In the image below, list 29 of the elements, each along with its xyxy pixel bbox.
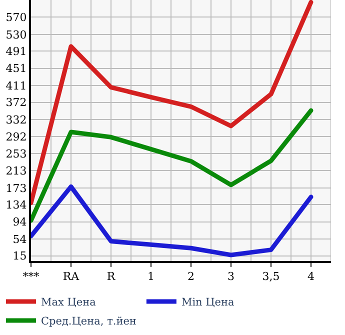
y-tick-label: 173 [6, 182, 27, 195]
y-tick-label: 491 [6, 45, 27, 58]
legend-label: Max Цена [41, 296, 96, 309]
y-tick-label: 451 [6, 62, 27, 76]
line-series [31, 0, 314, 206]
x-tick-label: 1 [148, 270, 154, 284]
x-tick-label: RA [62, 270, 80, 284]
x-tick-label: R [106, 270, 116, 284]
y-tick-label: 332 [6, 113, 27, 126]
y-tick-label: 253 [6, 147, 27, 160]
x-tick-label: 3,5 [262, 270, 280, 284]
line-series [31, 108, 314, 223]
y-tick-label: 292 [6, 130, 27, 144]
x-tick-label: 4 [308, 270, 314, 284]
y-tick-label: 530 [6, 28, 27, 42]
y-tick-label: 570 [6, 11, 27, 24]
y-tick-label: 213 [6, 164, 27, 178]
y-tick-label: 134 [6, 198, 27, 212]
y-tick-label: 54 [12, 232, 27, 246]
x-tick-label: 3 [228, 270, 234, 284]
y-tick-label: 372 [6, 96, 27, 110]
y-tick-label: 15 [12, 250, 27, 263]
y-tick-label: 411 [6, 79, 27, 92]
x-tick-label: 2 [188, 270, 194, 284]
line-series [31, 184, 314, 258]
legend-label: Min Цена [181, 296, 234, 309]
x-tick-label: *** [22, 270, 40, 284]
legend-label: Сред.Цена, т.йен [41, 316, 136, 328]
y-tick-label: 94 [12, 216, 27, 229]
